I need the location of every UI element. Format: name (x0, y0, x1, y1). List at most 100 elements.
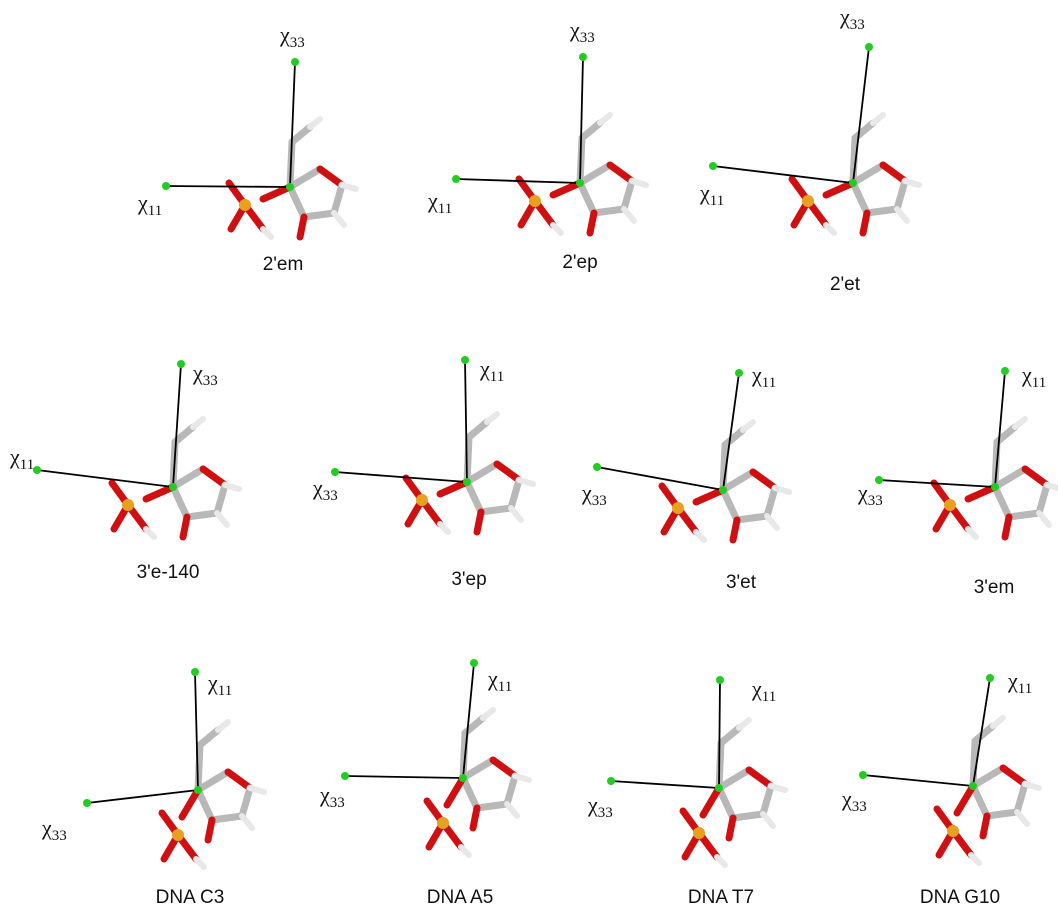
axis-subscript: 33 (852, 799, 867, 815)
bond (971, 855, 979, 863)
panel (875, 367, 1058, 537)
axis-symbol: χ (207, 670, 218, 695)
axis-label: χ33 (587, 792, 613, 821)
axis-symbol: χ (192, 360, 203, 385)
axis-subscript: 11 (762, 689, 776, 705)
axis-subscript: 33 (868, 493, 883, 509)
panel (593, 369, 789, 540)
bond (995, 469, 1025, 487)
bond (553, 225, 561, 233)
atom-dot (607, 777, 615, 785)
panel (709, 43, 919, 233)
axis-label: χ33 (319, 782, 345, 811)
bond (873, 115, 883, 123)
caption: 2'et (830, 274, 861, 295)
bond (1047, 485, 1058, 489)
axis-symbol: χ (427, 188, 438, 213)
bond (975, 726, 993, 741)
bond (733, 520, 737, 540)
bond (473, 808, 477, 828)
axis-symbol: χ (841, 786, 852, 811)
atom-dot (576, 179, 584, 187)
bond (624, 181, 632, 209)
axis-label: χ11 (699, 180, 724, 209)
caption: DNA C3 (156, 887, 225, 908)
panel (859, 674, 1039, 863)
bond (582, 123, 600, 138)
atom-dot (452, 175, 460, 183)
axis-subscript: 33 (330, 795, 345, 811)
axis-symbol: χ (1007, 668, 1018, 693)
atom-dot (715, 784, 723, 792)
axis-subscript: 33 (203, 373, 218, 389)
bond (983, 816, 987, 836)
atom-dot (162, 182, 170, 190)
bond (182, 790, 198, 817)
bond (511, 480, 519, 508)
axis-label: χ33 (857, 480, 883, 509)
bond (771, 786, 785, 790)
axis-subscript: 33 (598, 805, 613, 821)
bond (335, 472, 467, 482)
bond (487, 414, 497, 422)
axis-symbol: χ (279, 22, 290, 47)
axis-label: χ11 (9, 444, 34, 473)
bond (853, 165, 883, 183)
bond (203, 469, 225, 485)
bond (463, 778, 477, 808)
axis-symbol: χ (312, 475, 323, 500)
axis-label: χ11 (751, 362, 776, 391)
bond (440, 524, 448, 532)
atom-dot (286, 183, 294, 191)
bond (183, 517, 187, 537)
caption: 2'ep (562, 252, 597, 273)
bond (968, 487, 995, 499)
atom-dot (579, 53, 587, 61)
axis-subscript: 33 (290, 35, 305, 51)
atom-dot (969, 782, 977, 790)
bond (973, 768, 1003, 786)
axis-symbol: χ (587, 792, 598, 817)
atom-dot (849, 179, 857, 187)
bond (200, 730, 218, 745)
bond (463, 663, 474, 778)
phosphorus (437, 817, 449, 829)
axis-label: χ11 (207, 670, 232, 699)
bond (775, 488, 789, 492)
axis-subscript: 33 (52, 828, 67, 844)
bond (242, 816, 252, 828)
axis-subscript: 11 (710, 193, 724, 209)
axis-label: χ33 (279, 22, 305, 51)
bond (507, 776, 515, 804)
atom-dot (716, 676, 724, 684)
caption: 3'em (974, 577, 1015, 598)
axis-label: χ11 (427, 188, 452, 217)
bond (739, 720, 749, 728)
bond (729, 818, 733, 838)
atom-dot (735, 369, 743, 377)
phosphorus (802, 195, 814, 207)
bond (826, 225, 834, 233)
bond (467, 482, 481, 512)
bond (292, 127, 310, 142)
atom-dot (341, 772, 349, 780)
bond (719, 770, 749, 788)
bond (863, 775, 973, 786)
figure: χ33χ112'emχ33χ112'epχ33χ112'etχ33χ113'e-… (0, 0, 1058, 913)
bond (600, 115, 610, 123)
phosphorus (239, 199, 251, 211)
axis-subscript: 11 (218, 683, 232, 699)
bond (477, 804, 507, 808)
bond (193, 419, 203, 427)
phosphorus (944, 499, 956, 511)
bond (304, 213, 334, 217)
atom-dot (191, 668, 199, 676)
bond (225, 485, 239, 489)
bond (467, 464, 497, 482)
bond (87, 790, 198, 803)
atom-dot (709, 162, 717, 170)
bond (1017, 812, 1027, 824)
bond (310, 119, 320, 127)
panel (452, 53, 646, 233)
atom-dot (177, 360, 185, 368)
